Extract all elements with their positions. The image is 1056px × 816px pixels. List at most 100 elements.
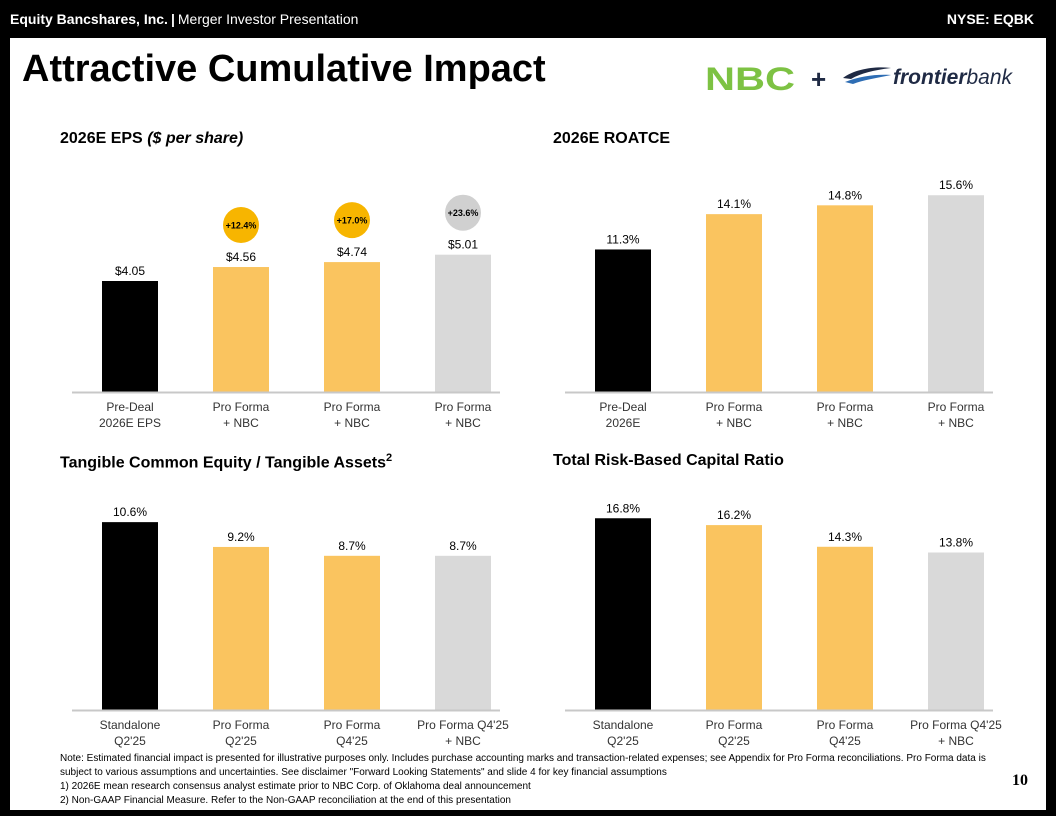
slide-title: Attractive Cumulative Impact <box>22 48 546 90</box>
tce-ta-value-label-4: 8.7% <box>449 539 477 553</box>
roatce-value-label-1: 11.3% <box>606 232 639 246</box>
tce-ta-value-label-2: 9.2% <box>227 530 255 544</box>
tce-ta-category-label-2-line-1: Pro Forma <box>213 718 270 732</box>
capital-ratio-bar-4 <box>928 552 984 710</box>
page-number: 10 <box>1012 772 1028 789</box>
roatce-value-label-4: 15.6% <box>939 178 973 192</box>
roatce-chart: 2026E ROATCE 11.3%Pre-Deal2026EROATCE114… <box>553 130 1003 430</box>
eps-chart-svg: $4.05 Pre-Deal 2026E EPS $4.56 +12.4% Pro For… <box>72 194 500 430</box>
frontier-logo-bold: frontier <box>893 66 968 89</box>
eps-bar-1 <box>102 281 158 392</box>
eps-chart: 2026E EPS ($ per share) $4.05 Pre-Deal 202… <box>60 130 510 430</box>
eps-value-label-2: $4.56 <box>226 250 256 264</box>
tce-ta-category-label-1-line-1: Standalone <box>100 718 161 732</box>
header-separator: | <box>170 11 175 27</box>
capital-ratio-category-label-4-line-2: + NBC <box>938 734 974 748</box>
capital-ratio-category-label-1-line-1: Standalone <box>593 718 654 732</box>
tce-ta-value-label-1: 10.6% <box>113 505 147 519</box>
frontier-swoosh-icon-lower <box>845 74 891 84</box>
roatce-bar-1 <box>595 249 651 392</box>
header-company: Equity Bancshares, Inc. | Merger Investor … <box>10 11 358 27</box>
nbc-logo: NBC <box>705 61 795 97</box>
eps-category-label-4-line-2: + NBC <box>445 416 481 430</box>
roatce-category-label-3-line-2: + NBC <box>827 416 863 430</box>
capital-ratio-chart: Total Risk-Based Capital Ratio 16.8% Stan… <box>553 452 1003 750</box>
ticker-symbol: NYSE: EQBK <box>946 11 1034 27</box>
roatce-category-label-4-line-2: + NBC <box>938 416 974 430</box>
tce-ta-category-label-3-line-1: Pro Forma <box>324 718 381 732</box>
capital-ratio-chart-title: Total Risk-Based Capital Ratio <box>553 452 784 469</box>
eps-growth-badge-label-4: +23.6% <box>448 208 479 218</box>
eps-bar-3 <box>324 262 380 392</box>
roatce-bar-3 <box>817 205 873 392</box>
tce-ta-category-label-2-line-2: Q2'25 <box>225 734 257 748</box>
roatce-value-label-3: 14.8% <box>828 188 862 202</box>
capital-ratio-value-label-4: 13.8% <box>939 535 973 549</box>
eps-growth-badge-label-2: +12.4% <box>226 221 257 231</box>
tce-ta-bar-3 <box>324 555 380 710</box>
eps-bar-2 <box>213 267 269 392</box>
roatce-category-label-2-line-2: + NBC <box>716 416 752 430</box>
eps-growth-badge-4 <box>445 194 481 231</box>
capital-ratio-category-label-2-line-2: Q2'25 <box>718 734 750 748</box>
tce-ta-chart-title: Tangible Common Equity / Tangible Assets… <box>60 452 393 472</box>
footnote-1: 1) 2026E mean research consensus analyst… <box>60 781 531 792</box>
tce-ta-category-label-4-line-1: Pro Forma Q4'25 <box>417 718 509 732</box>
eps-category-label-1-line-2: 2026E EPS <box>99 416 161 430</box>
eps-category-label-3-line-1: Pro Forma <box>324 400 381 414</box>
footnotes: Note: Estimated financial impact is pres… <box>60 752 1020 808</box>
capital-ratio-category-label-2-line-1: Pro Forma <box>706 718 763 732</box>
capital-ratio-value-label-1: 16.8% <box>606 501 640 515</box>
tce-ta-category-label-4-line-2: + NBC <box>445 734 481 748</box>
roatce-value-label-2: 14.1% <box>717 197 751 211</box>
tce-ta-value-label-3: 8.7% <box>338 539 366 553</box>
eps-category-label-2-line-1: Pro Forma <box>213 400 270 414</box>
eps-category-label-1-line-1: Pre-Deal <box>106 400 153 414</box>
roatce-category-label-3-line-1: Pro Forma <box>817 400 874 414</box>
tce-ta-bar-4 <box>435 555 491 710</box>
eps-category-label-4-line-1: Pro Forma <box>435 400 492 414</box>
roatce-bar-2 <box>706 214 762 392</box>
company-name: Equity Bancshares, Inc. <box>10 11 168 27</box>
svg-text:frontierbank: frontierbank <box>893 66 1014 89</box>
frontier-swoosh-icon <box>843 67 891 79</box>
capital-ratio-chart-svg: 16.8% Standalone Q2'25 16.2% Pro Forma Q2'25 +… <box>565 501 1002 748</box>
tce-ta-category-label-1-line-2: Q2'25 <box>114 734 146 748</box>
roatce-category-label-1-line-2: 2026E <box>606 416 641 430</box>
eps-value-label-1: $4.05 <box>115 264 145 278</box>
eps-category-label-2-line-2: + NBC <box>223 416 259 430</box>
slide-content: Attractive Cumulative Impact NBC + front… <box>10 38 1046 810</box>
eps-growth-badge-2 <box>223 207 259 244</box>
capital-ratio-bar-3 <box>817 546 873 710</box>
tce-ta-bar-2 <box>213 546 269 710</box>
roatce-category-label-2-line-1: Pro Forma <box>706 400 763 414</box>
presentation-subtitle: Merger Investor Presentation <box>177 11 359 27</box>
partner-logos: NBC + frontierbank <box>705 61 1014 97</box>
frontier-logo-light: bank <box>967 66 1014 89</box>
plus-sign: + <box>811 64 826 94</box>
capital-ratio-value-label-2: 16.2% <box>717 508 751 522</box>
eps-value-label-4: $5.01 <box>448 238 478 252</box>
tce-ta-chart: Tangible Common Equity / Tangible Assets… <box>60 452 510 750</box>
capital-ratio-category-label-3-line-2: Q4'25 <box>829 734 861 748</box>
capital-ratio-bar-1 <box>595 518 651 710</box>
footnote-2: 2) Non-GAAP Financial Measure. Refer to … <box>60 795 511 806</box>
eps-chart-title: 2026E EPS ($ per share) <box>60 130 244 147</box>
capital-ratio-bar-2 <box>706 525 762 710</box>
roatce-chart-svg: 11.3%Pre-Deal2026EROATCE114.1%Pro Forma+… <box>565 178 993 430</box>
eps-bar-4 <box>435 254 491 392</box>
eps-value-label-3: $4.74 <box>337 245 367 259</box>
roatce-category-label-4-line-1: Pro Forma <box>928 400 985 414</box>
eps-growth-badge-label-3: +17.0% <box>337 216 368 226</box>
roatce-bar-4 <box>928 195 984 392</box>
tce-ta-bar-1 <box>102 522 158 710</box>
tce-ta-category-label-3-line-2: Q4'25 <box>336 734 368 748</box>
header-bar: Equity Bancshares, Inc. | Merger Investor … <box>0 0 1056 38</box>
capital-ratio-category-label-1-line-2: Q2'25 <box>607 734 639 748</box>
eps-growth-badge-3 <box>334 202 370 239</box>
roatce-category-label-1-line-1: Pre-Deal <box>599 400 646 414</box>
capital-ratio-value-label-3: 14.3% <box>828 530 862 544</box>
eps-category-label-3-line-2: + NBC <box>334 416 370 430</box>
capital-ratio-category-label-4-line-1: Pro Forma Q4'25 <box>910 718 1002 732</box>
